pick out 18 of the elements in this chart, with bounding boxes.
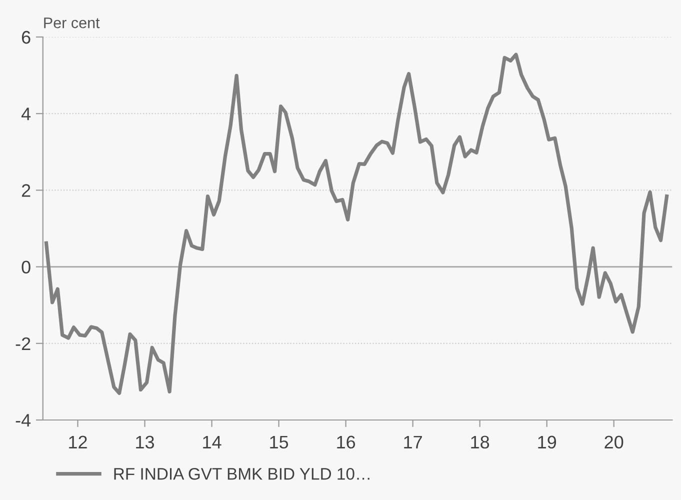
x-tick-label: 18 <box>471 436 490 449</box>
y-tick-label: 6 <box>22 30 30 44</box>
y-tick-label: -2 <box>16 337 30 350</box>
x-tick-label: 19 <box>538 436 556 449</box>
x-tick-label: 14 <box>203 436 222 448</box>
x-tick-label: 20 <box>604 436 624 449</box>
legend-label: RF INDIA GVT BMK BID YLD 10… <box>114 468 370 480</box>
x-tick-label: 13 <box>136 436 154 449</box>
y-tick-label: 2 <box>22 184 30 197</box>
x-tick-label: 16 <box>337 436 356 449</box>
y-tick-label: -4 <box>16 414 31 427</box>
y-tick-label: 0 <box>22 260 30 274</box>
y-tick-label: 4 <box>21 108 31 120</box>
x-tick-label: 15 <box>270 436 288 449</box>
line-series <box>44 52 669 395</box>
y-axis-title: Per cent <box>44 18 100 28</box>
x-tick-label: 17 <box>404 436 422 448</box>
x-tick-label: 12 <box>69 436 87 448</box>
